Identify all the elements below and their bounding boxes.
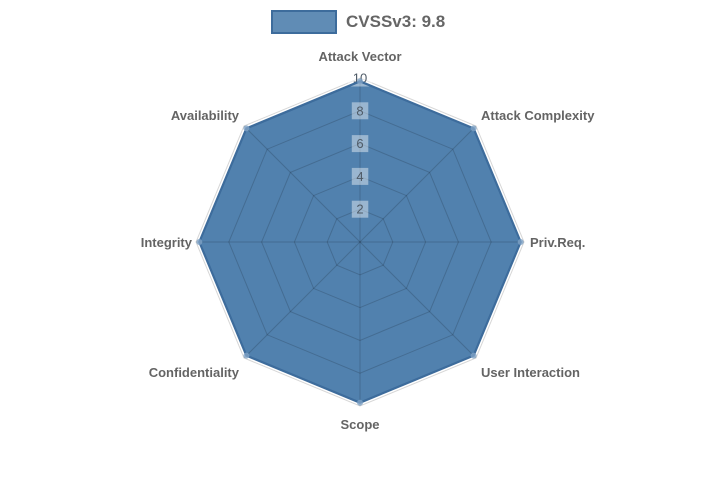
- radar-point-integrity[interactable]: [196, 239, 203, 245]
- radar-data-fill[interactable]: [199, 81, 521, 403]
- tick-label-8: 8: [356, 103, 363, 118]
- radar-point-user-interaction[interactable]: [470, 352, 477, 359]
- tick-label-6: 6: [356, 136, 363, 151]
- tick-label-2: 2: [356, 202, 363, 217]
- tick-backdrop-6: [351, 135, 369, 153]
- legend-swatch: [271, 10, 337, 34]
- axis-label-user-interaction: User Interaction: [481, 365, 580, 380]
- radar-point-priv-req[interactable]: [517, 239, 524, 245]
- grid-spoke-availability: [243, 125, 361, 243]
- legend-label: CVSSv3: 9.8: [346, 12, 446, 31]
- axis-label-priv-req: Priv.Req.: [530, 235, 585, 250]
- tick-backdrop-2: [351, 200, 369, 218]
- axis-label-availability: Availability: [171, 108, 240, 123]
- legend: CVSSv3: 9.8: [271, 10, 445, 34]
- axis-label-attack-vector: Attack Vector: [318, 49, 401, 64]
- axis-label-scope: Scope: [340, 417, 379, 432]
- grid-ring-2: [326, 208, 394, 276]
- tick-backdrop-4: [351, 167, 369, 185]
- tick-backdrop-10: [348, 69, 372, 87]
- grid-spoke-attack-complexity: [359, 125, 477, 243]
- radar-point-scope[interactable]: [357, 399, 363, 406]
- radar-point-confidentiality[interactable]: [243, 352, 250, 359]
- grid-spoke-confidentiality: [243, 241, 361, 359]
- grid-ring-6: [261, 143, 459, 341]
- axis-label-integrity: Integrity: [141, 235, 193, 250]
- tick-label-4: 4: [356, 169, 363, 184]
- tick-backdrop-8: [351, 102, 369, 120]
- grid-ring-10: [195, 77, 525, 407]
- axis-label-attack-complexity: Attack Complexity: [481, 108, 595, 123]
- axis-label-confidentiality: Confidentiality: [149, 365, 240, 380]
- grid-ring-8: [228, 110, 492, 374]
- radar-point-availability[interactable]: [243, 125, 250, 132]
- grid-spoke-user-interaction: [359, 241, 477, 359]
- radar-point-attack-vector[interactable]: [357, 78, 363, 85]
- grid-ring-4: [293, 175, 427, 309]
- legend-item[interactable]: CVSSv3: 9.8: [271, 10, 445, 34]
- radar-point-attack-complexity[interactable]: [470, 125, 477, 132]
